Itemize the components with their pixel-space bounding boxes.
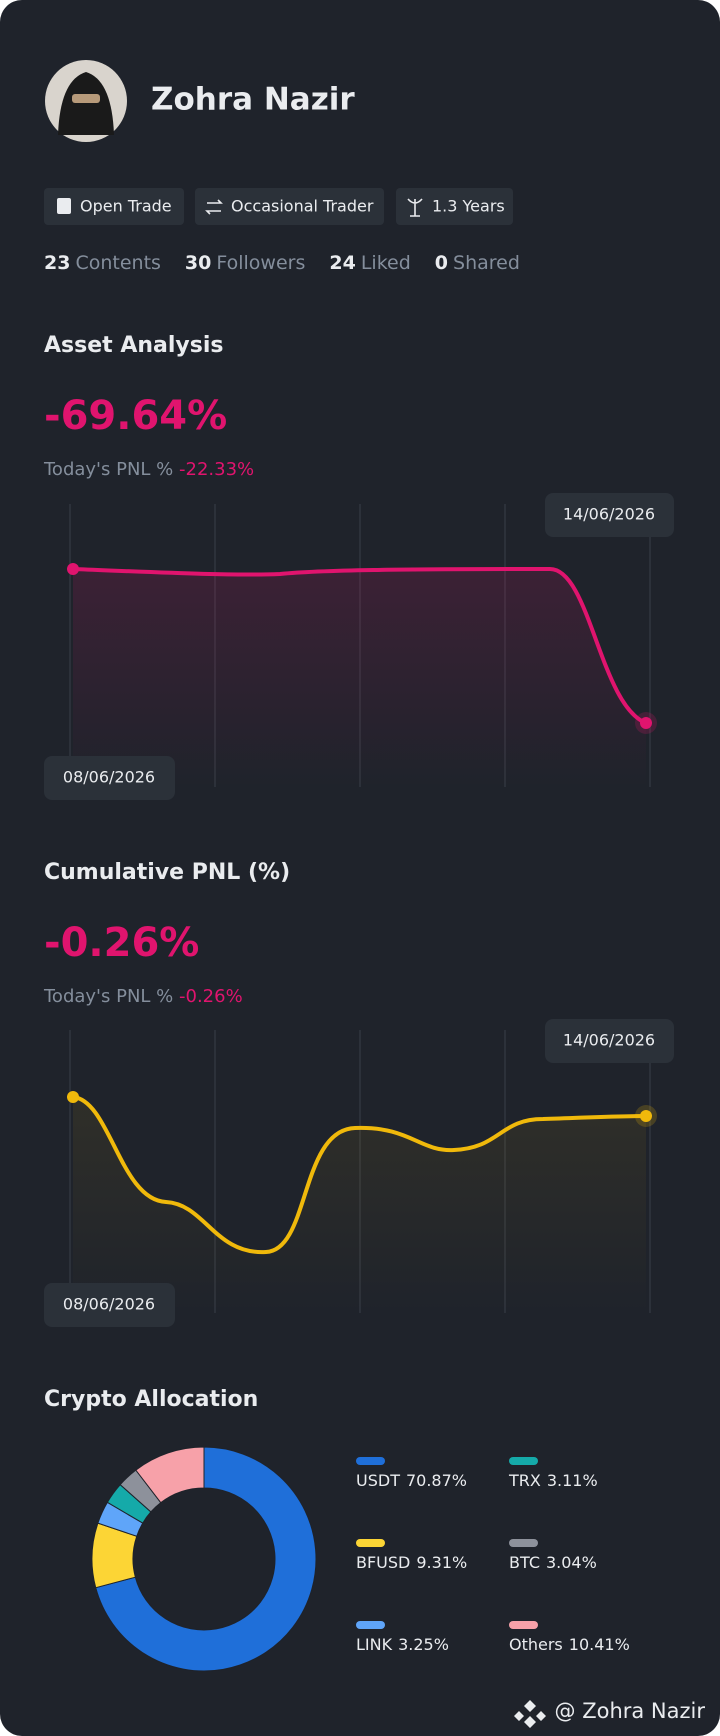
line (72, 1095, 647, 1255)
today-pnl: Today's PNL % -22.33% (43, 459, 254, 480)
tooltip (44, 756, 175, 800)
line (72, 566, 647, 725)
today-pnl: Today's PNL % -0.26% (43, 986, 243, 1007)
today-value: -22.33% (179, 459, 254, 480)
legend-entry: BTC 3.04% (509, 1553, 597, 1572)
stat-count: 23 (44, 252, 70, 274)
big-value: -0.26% (44, 920, 199, 966)
point (640, 717, 652, 729)
stat-label: Contents (75, 252, 160, 274)
tooltip (44, 1283, 175, 1327)
tag-bg (44, 188, 184, 225)
legend-label: BFUSD (356, 1553, 410, 1572)
stat-count: 0 (435, 252, 448, 274)
watermark: @ Zohra Nazir (555, 1699, 706, 1723)
start-date: 08/06/2026 (63, 768, 155, 787)
stat-label: Shared (453, 252, 520, 274)
today-label: Today's PNL % (43, 986, 173, 1007)
legend-swatch (356, 1457, 385, 1465)
legend-entry: BFUSD 9.31% (356, 1553, 467, 1572)
tooltip (545, 493, 674, 537)
stat-label: Liked (361, 252, 411, 274)
stats-row: 23 Contents 30 Followers 24 Liked 0 Shared (44, 252, 520, 274)
legend-entry: USDT 70.87% (356, 1471, 467, 1490)
end-date: 14/06/2026 (563, 1031, 655, 1050)
stat-count: 24 (329, 252, 355, 274)
legend-label: LINK (356, 1635, 393, 1654)
legend-swatch (509, 1457, 538, 1465)
tag: Open Trade (80, 197, 172, 216)
tag-bg (396, 188, 513, 225)
legend-entry: LINK 3.25% (356, 1635, 449, 1654)
legend-label: BTC (509, 1553, 540, 1572)
donut-slice (95, 1446, 317, 1672)
avatar (45, 60, 127, 142)
legend-value: 3.25% (398, 1635, 449, 1654)
start-date: 08/06/2026 (63, 1295, 155, 1314)
section-title: Asset Analysis (44, 333, 223, 358)
tag: 1.3 Years (432, 197, 505, 216)
today-label: Today's PNL % (43, 459, 173, 480)
tag-icon (57, 198, 71, 214)
tag: Occasional Trader (231, 197, 374, 216)
point (640, 1110, 652, 1122)
legend-swatch (509, 1539, 538, 1547)
point (67, 1091, 79, 1103)
donut-slice (135, 1446, 205, 1504)
stat-count: 30 (185, 252, 211, 274)
legend-swatch (356, 1539, 385, 1547)
logo (514, 1700, 546, 1728)
section-title: Cumulative PNL (%) (44, 860, 290, 885)
area (73, 569, 646, 787)
legend-entry: Others 10.41% (509, 1635, 630, 1654)
stat-label: Followers (216, 252, 305, 274)
tag-icon (407, 198, 423, 217)
tag-bg (195, 188, 384, 225)
user-name: Zohra Nazir (151, 82, 355, 118)
area (73, 1097, 646, 1313)
legend-label: USDT (356, 1471, 400, 1490)
tooltip (545, 1019, 674, 1063)
legend-label: Others (509, 1635, 563, 1654)
legend-swatch (509, 1621, 538, 1629)
big-value: -69.64% (44, 393, 227, 439)
section-title: Crypto Allocation (44, 1387, 258, 1412)
legend-value: 3.11% (547, 1471, 598, 1490)
end-date: 14/06/2026 (563, 505, 655, 524)
legend-value: 9.31% (416, 1553, 467, 1572)
legend-value: 70.87% (406, 1471, 467, 1490)
legend-value: 3.04% (546, 1553, 597, 1572)
today-value: -0.26% (179, 986, 243, 1007)
legend-swatch (356, 1621, 385, 1629)
legend-value: 10.41% (569, 1635, 630, 1654)
legend-entry: TRX 3.11% (508, 1471, 598, 1490)
tag-icon (205, 199, 223, 215)
legend-label: TRX (508, 1471, 541, 1490)
point (67, 563, 79, 575)
